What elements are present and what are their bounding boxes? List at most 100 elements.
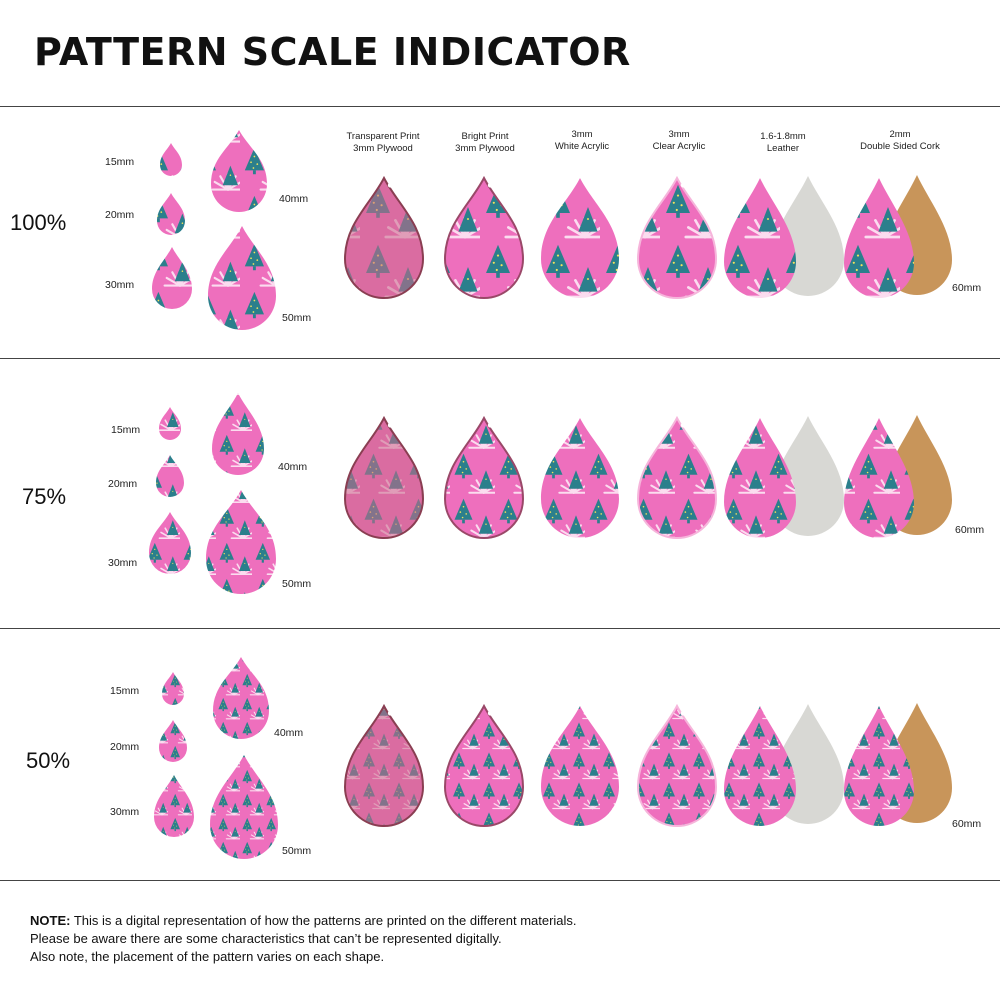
size-label-15mm: 15mm xyxy=(105,156,135,168)
size-label-50mm: 50mm xyxy=(282,312,312,324)
material-drop-clear-acrylic-face xyxy=(636,415,718,539)
material-label-cork: 2mm Double Sided Cork xyxy=(860,129,940,152)
material-drop-white-acrylic xyxy=(541,418,619,538)
material-drop-plywood-bright-hole xyxy=(487,422,493,428)
divider xyxy=(0,628,1000,629)
page-title: PATTERN SCALE INDICATOR xyxy=(34,30,631,74)
material-drop-plywood-transparent-face xyxy=(343,703,425,827)
sample-20mm-face xyxy=(157,193,185,235)
material-label-transparent-plywood: Transparent Print 3mm Plywood xyxy=(346,131,420,154)
material-drop-plywood-transparent xyxy=(343,175,425,299)
material-drop-plywood-transparent-hole xyxy=(387,182,393,188)
size-label-30mm: 30mm xyxy=(108,557,138,569)
material-drop-plywood-bright-hole xyxy=(487,182,493,188)
sample-30mm-face xyxy=(152,247,192,309)
material-drop-clear-acrylic-face xyxy=(636,703,718,827)
size-label-30mm: 30mm xyxy=(110,806,140,818)
sample-30mm xyxy=(152,247,192,309)
material-label-bright-plywood: Bright Print 3mm Plywood xyxy=(455,131,515,154)
sample-50mm xyxy=(210,755,278,859)
sample-30mm-face xyxy=(154,775,194,837)
size-label-40mm: 40mm xyxy=(274,727,304,739)
material-drop-plywood-transparent-face xyxy=(343,415,425,539)
sample-50mm-face xyxy=(210,755,278,859)
material-drop-leather xyxy=(724,176,844,298)
divider xyxy=(0,880,1000,881)
material-drop-white-acrylic-face xyxy=(541,178,619,298)
sample-50mm-face xyxy=(206,490,276,594)
material-drop-clear-acrylic xyxy=(636,175,718,299)
material-drop-white-acrylic-face xyxy=(541,706,619,826)
divider xyxy=(0,106,1000,107)
sample-40mm xyxy=(213,657,269,739)
material-drop-clear-acrylic-face xyxy=(636,175,718,299)
sample-20mm xyxy=(159,720,187,762)
material-drop-clear-acrylic-hole xyxy=(680,182,686,188)
sample-15mm-face xyxy=(162,672,184,705)
material-drop-leather-backing xyxy=(772,416,844,536)
material-label-leather: 1.6-1.8mm Leather xyxy=(760,131,806,154)
sample-50mm-face xyxy=(208,226,276,330)
material-drop-plywood-bright xyxy=(443,415,525,539)
material-drop-plywood-transparent xyxy=(343,415,425,539)
size-label-60mm: 60mm xyxy=(955,524,985,536)
material-drop-plywood-bright-hole xyxy=(487,710,493,716)
sample-20mm-face xyxy=(156,455,184,497)
material-drop-cork-backing xyxy=(882,175,952,295)
material-drop-cork-face xyxy=(844,418,914,538)
material-drop-cork-face xyxy=(844,706,914,826)
material-drop-clear-acrylic-hole xyxy=(680,710,686,716)
material-drop-clear-acrylic xyxy=(636,703,718,827)
material-label-white-acrylic: 3mm White Acrylic xyxy=(554,129,610,152)
sample-40mm-face xyxy=(212,393,264,475)
sample-20mm xyxy=(156,455,184,497)
sample-50mm xyxy=(208,226,276,330)
material-drop-plywood-transparent-hole xyxy=(387,422,393,428)
note-block: NOTE: This is a digital representation o… xyxy=(30,912,577,966)
material-drop-leather xyxy=(724,416,844,538)
material-drop-clear-acrylic-hole xyxy=(680,422,686,428)
note-line-3: Also note, the placement of the pattern … xyxy=(30,949,385,964)
material-drop-plywood-bright xyxy=(443,175,525,299)
sample-15mm-face xyxy=(160,143,182,176)
sample-40mm xyxy=(211,130,267,212)
material-drop-white-acrylic xyxy=(541,178,619,298)
material-drop-cork xyxy=(844,415,952,538)
material-drop-plywood-bright-face xyxy=(443,175,525,299)
material-drop-plywood-bright xyxy=(443,703,525,827)
sample-40mm xyxy=(212,393,264,475)
material-drop-white-acrylic-face xyxy=(541,418,619,538)
size-label-50mm: 50mm xyxy=(282,845,312,857)
sample-30mm xyxy=(149,512,191,574)
material-drop-cork-face xyxy=(844,178,914,298)
material-drop-plywood-bright-face xyxy=(443,415,525,539)
divider xyxy=(0,358,1000,359)
size-label-20mm: 20mm xyxy=(108,478,138,490)
sample-40mm-face xyxy=(213,657,269,739)
material-drop-leather-face xyxy=(724,178,796,298)
material-drop-cork-backing xyxy=(882,703,952,823)
scale-label-75: 75% xyxy=(22,484,67,509)
size-label-20mm: 20mm xyxy=(105,209,135,221)
material-drop-clear-acrylic xyxy=(636,415,718,539)
sample-15mm xyxy=(160,143,182,176)
size-label-40mm: 40mm xyxy=(278,461,308,473)
size-label-60mm: 60mm xyxy=(952,818,982,830)
size-label-15mm: 15mm xyxy=(110,685,140,697)
sample-20mm xyxy=(157,193,185,235)
note-line-2: Please be aware there are some character… xyxy=(30,931,502,946)
material-label-clear-acrylic: 3mm Clear Acrylic xyxy=(652,129,706,152)
size-label-60mm: 60mm xyxy=(952,282,982,294)
material-drop-leather-face xyxy=(724,418,796,538)
material-drop-cork xyxy=(844,175,952,298)
material-drop-leather xyxy=(724,704,844,826)
material-drop-leather-face xyxy=(724,706,796,826)
material-drop-cork-backing xyxy=(882,415,952,535)
sample-20mm-face xyxy=(159,720,187,762)
size-label-20mm: 20mm xyxy=(110,741,140,753)
material-drop-plywood-bright-face xyxy=(443,703,525,827)
sample-40mm-face xyxy=(211,130,267,212)
material-drop-leather-backing xyxy=(772,704,844,824)
material-drop-plywood-transparent xyxy=(343,703,425,827)
sample-30mm xyxy=(154,775,194,837)
